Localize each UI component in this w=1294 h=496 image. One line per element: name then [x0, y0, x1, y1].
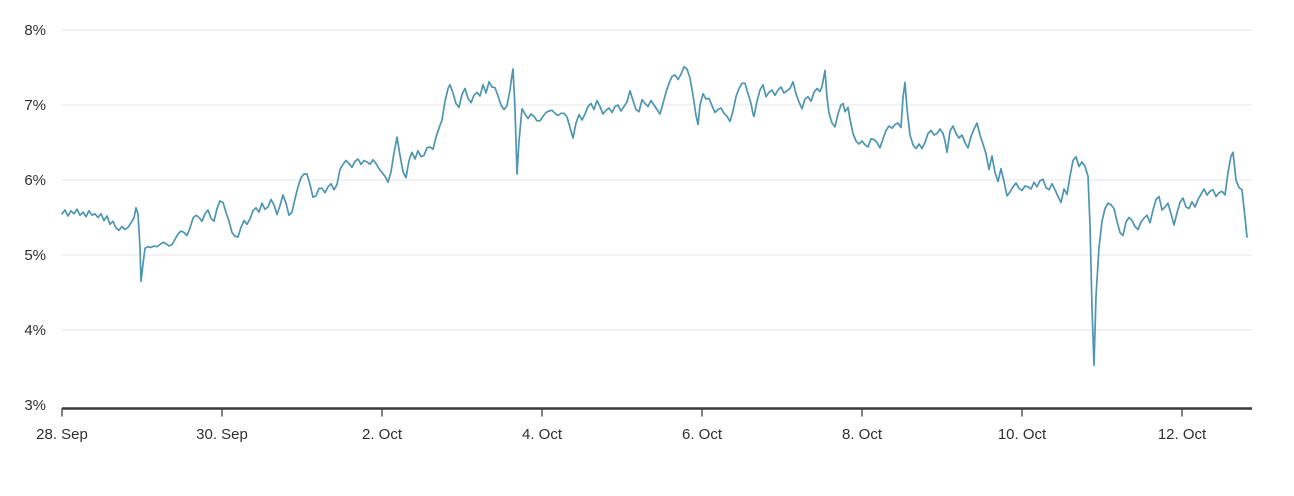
x-axis-label: 2. Oct — [362, 426, 403, 443]
y-axis-label: 6% — [24, 172, 46, 189]
x-axis-label: 10. Oct — [998, 426, 1047, 443]
y-axis-label: 8% — [24, 22, 46, 39]
series-line — [61, 65, 1248, 367]
x-axis-label: 6. Oct — [682, 426, 723, 443]
x-axis-label: 28. Sep — [36, 426, 88, 443]
y-axis-label: 7% — [24, 97, 46, 114]
y-axis-label: 4% — [24, 322, 46, 339]
x-axis-label: 8. Oct — [842, 426, 883, 443]
x-axis-label: 12. Oct — [1158, 426, 1207, 443]
y-axis-label: 5% — [24, 247, 46, 264]
y-axis-label: 3% — [24, 397, 46, 414]
x-axis-label: 30. Sep — [196, 426, 248, 443]
x-axis-label: 4. Oct — [522, 426, 563, 443]
